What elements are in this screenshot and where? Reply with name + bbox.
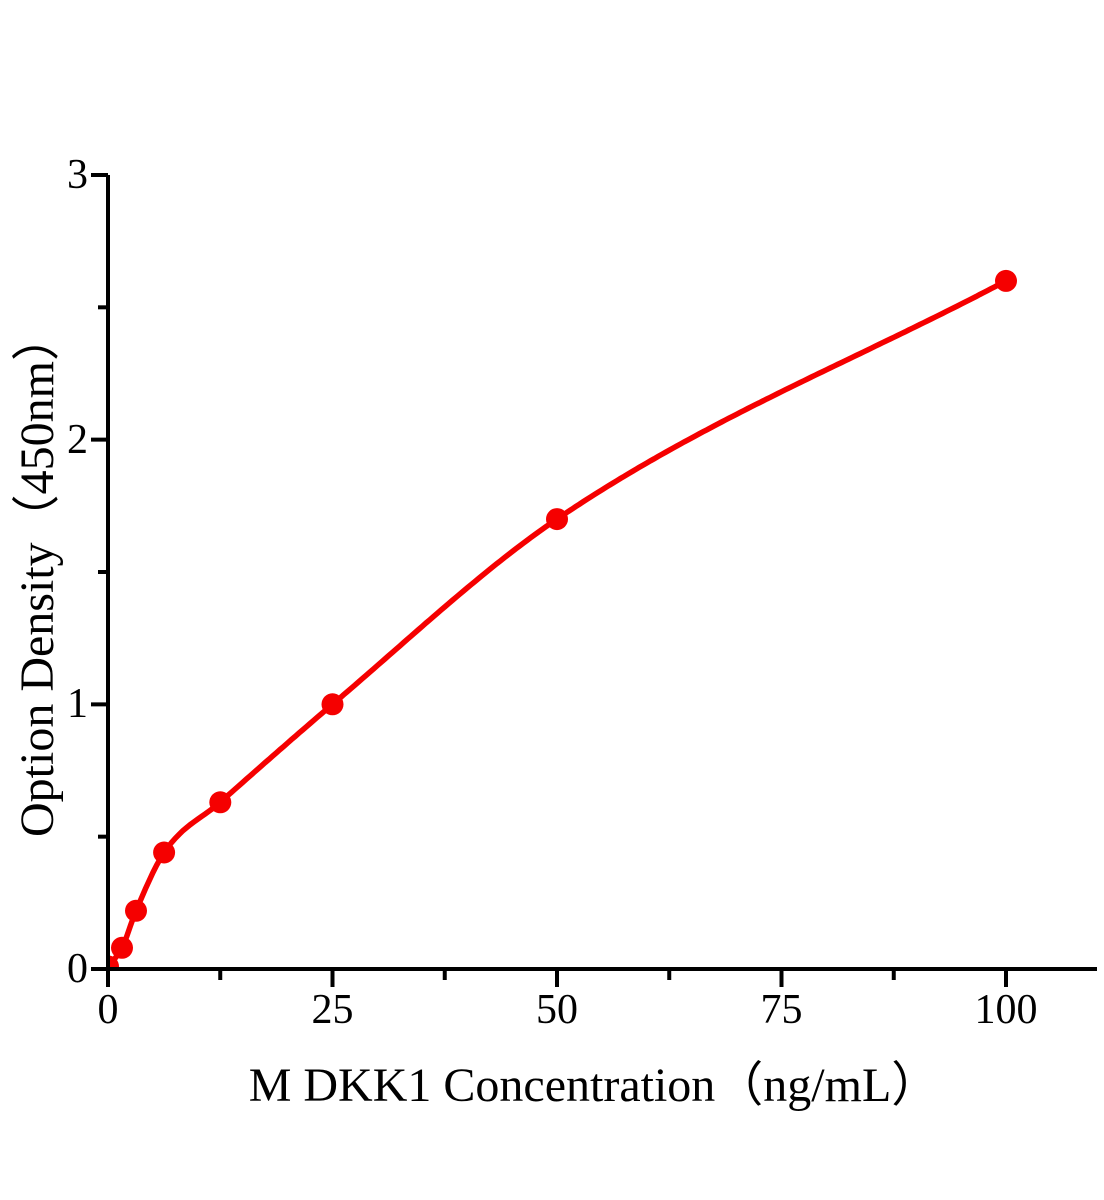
data-point-marker <box>995 269 1017 292</box>
y-axis-tick-label: 2 <box>67 416 88 463</box>
y-axis-tick-label: 1 <box>67 681 88 728</box>
y-axis-tick-label: 3 <box>67 151 88 198</box>
fit-curve <box>106 278 1009 969</box>
data-point-marker <box>546 508 568 531</box>
data-point-marker <box>321 693 344 716</box>
series-mdkk1 <box>106 269 1017 969</box>
data-point-marker <box>111 936 133 959</box>
x-axis-title: M DKK1 Concentration（ng/mL） <box>248 1059 940 1112</box>
x-axis-tick-label: 75 <box>760 987 803 1033</box>
x-axis-tick-label: 50 <box>536 987 578 1033</box>
y-axis-tick-label: 0 <box>67 946 88 992</box>
data-point-marker <box>153 841 176 864</box>
x-axis-tick-label: 100 <box>974 987 1038 1033</box>
x-axis-tick-label: 0 <box>97 987 119 1033</box>
data-point-marker <box>209 791 232 814</box>
data-point-marker <box>125 899 147 922</box>
y-axis-title: Option Density（450nm） <box>11 313 64 837</box>
x-axis-tick-label: 25 <box>311 987 354 1033</box>
